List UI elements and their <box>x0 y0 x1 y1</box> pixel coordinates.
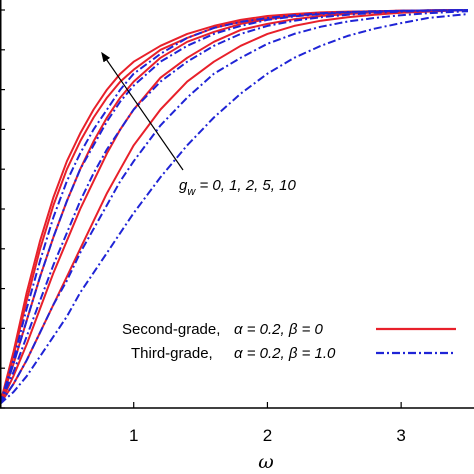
x-axis-title: ω <box>258 451 274 473</box>
series-line-third-grade-gw-1 <box>0 9 468 405</box>
series-line-third-grade-gw-5 <box>0 10 468 405</box>
x-tick-label: 2 <box>263 426 272 445</box>
series-line-third-grade-gw-10 <box>0 13 468 405</box>
series-line-second-grade-gw-5 <box>0 9 468 405</box>
annotation-arrow <box>101 51 184 171</box>
x-tick-label: 1 <box>129 426 138 445</box>
legend-params-third-grade: α = 0.2, β = 1.0 <box>234 345 336 362</box>
legend-params-second-grade: α = 0.2, β = 0 <box>234 321 324 338</box>
annotation-text: gw = 0, 1, 2, 5, 10 <box>179 177 296 198</box>
series-layer <box>0 9 468 405</box>
legend-label-second-grade: Second-grade, <box>122 321 220 338</box>
series-line-third-grade-gw-2 <box>0 9 468 405</box>
annotation-values: = 0, 1, 2, 5, 10 <box>195 177 296 194</box>
x-tick-label: 3 <box>396 426 405 445</box>
annotation-subscript: w <box>187 186 196 198</box>
legend-label-third-grade: Third-grade, <box>131 345 213 362</box>
legend: Second-grade, α = 0.2, β = 0 Third-grade… <box>122 321 456 362</box>
x-ticks: 1 2 3 <box>129 402 406 445</box>
y-ticks <box>0 9 5 409</box>
annotation-symbol: g <box>179 177 188 194</box>
